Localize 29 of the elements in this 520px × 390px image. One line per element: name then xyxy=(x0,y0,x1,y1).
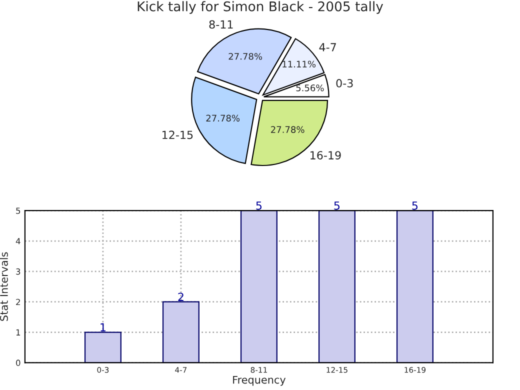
y-tick-label: 1 xyxy=(16,329,20,336)
chart-title: Kick tally for Simon Black - 2005 tally xyxy=(138,1,384,14)
y-tick-label: 0 xyxy=(16,360,20,366)
x-axis-title: Frequency xyxy=(233,376,286,386)
slice-label: 16-19 xyxy=(310,151,341,160)
y-axis-title: Stat Intervals xyxy=(0,252,8,321)
data-label: 5 xyxy=(412,202,418,210)
data-label: 5 xyxy=(334,202,340,210)
bar xyxy=(240,210,278,363)
y-tick-label: 4 xyxy=(16,238,20,244)
slice-label: 8-11 xyxy=(209,20,233,29)
data-label: 2 xyxy=(178,292,184,301)
data-label: 11.11% xyxy=(282,60,316,68)
bar xyxy=(162,301,200,363)
data-label: 27.78% xyxy=(228,52,262,60)
data-label: 27.78% xyxy=(271,126,304,133)
y-tick-label: 3 xyxy=(16,268,20,275)
slice-label: 0-3 xyxy=(336,78,353,88)
y-tick-label: 2 xyxy=(16,298,20,306)
data-label: 1 xyxy=(100,323,106,332)
bar xyxy=(318,210,356,363)
data-label: 5 xyxy=(256,202,262,210)
bar xyxy=(396,210,434,363)
bar xyxy=(84,332,122,363)
slice-label: 4-7 xyxy=(319,43,336,52)
data-label: 27.78% xyxy=(206,114,240,122)
data-label: 5.56% xyxy=(296,84,324,92)
slice-label: 12-15 xyxy=(162,130,193,140)
y-tick-label: 5 xyxy=(16,208,20,214)
